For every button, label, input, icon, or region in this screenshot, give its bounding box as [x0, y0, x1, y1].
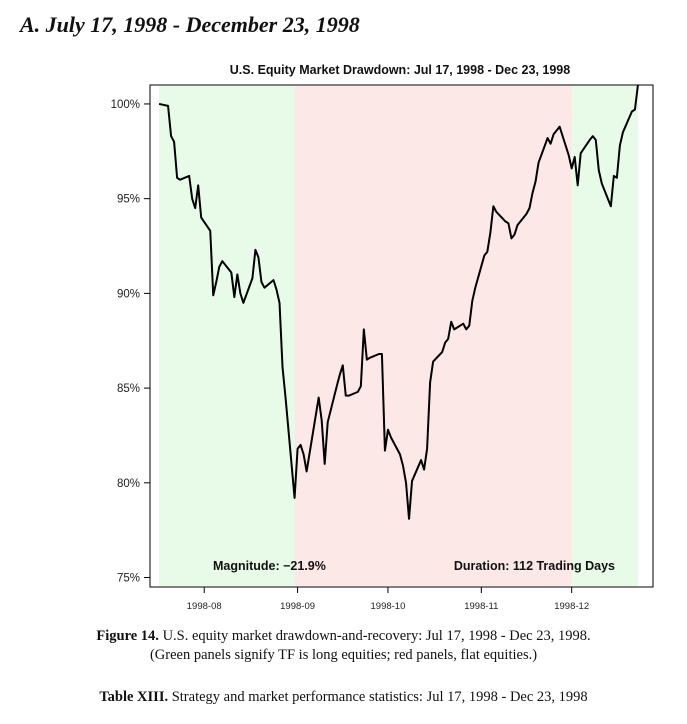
y-tick-label: 80%: [117, 478, 140, 490]
panel-layer: [159, 86, 638, 586]
x-tick-label: 1998-08: [187, 601, 222, 612]
table-caption: Table XIII. Strategy and market performa…: [0, 689, 687, 706]
figure-caption-text: U.S. equity market drawdown-and-recovery…: [162, 628, 591, 644]
y-tick-label: 85%: [117, 383, 140, 395]
x-tick-label: 1998-09: [280, 601, 315, 612]
panel-long-2: [571, 86, 638, 586]
magnitude-annotation: Magnitude: −21.9%: [213, 559, 326, 573]
drawdown-chart: U.S. Equity Market Drawdown: Jul 17, 199…: [111, 63, 654, 612]
y-tick-label: 90%: [117, 288, 140, 300]
chart-title: U.S. Equity Market Drawdown: Jul 17, 199…: [230, 63, 570, 77]
table-caption-text: Strategy and market performance statisti…: [171, 689, 588, 705]
x-tick-label: 1998-12: [554, 601, 589, 612]
y-tick-label: 100%: [111, 99, 140, 111]
figure-caption: Figure 14. U.S. equity market drawdown-a…: [0, 628, 687, 645]
figure-caption-note: (Green panels signify TF is long equitie…: [149, 647, 538, 663]
section-heading: A. July 17, 1998 - December 23, 1998: [20, 12, 360, 37]
panel-long-0: [159, 86, 295, 586]
equity-line-0: [158, 84, 639, 520]
x-tick-label: 1998-10: [371, 601, 406, 612]
y-tick-label: 75%: [117, 573, 140, 585]
series-layer: [158, 84, 639, 520]
table-caption-label: Table XIII.: [99, 689, 169, 705]
panel-flat-1: [294, 86, 572, 586]
y-tick-label: 95%: [117, 194, 140, 206]
figure-caption-label: Figure 14.: [96, 628, 159, 644]
plot-frame: [149, 84, 654, 588]
duration-annotation: Duration: 112 Trading Days: [454, 559, 615, 573]
x-tick-label: 1998-11: [464, 601, 498, 612]
